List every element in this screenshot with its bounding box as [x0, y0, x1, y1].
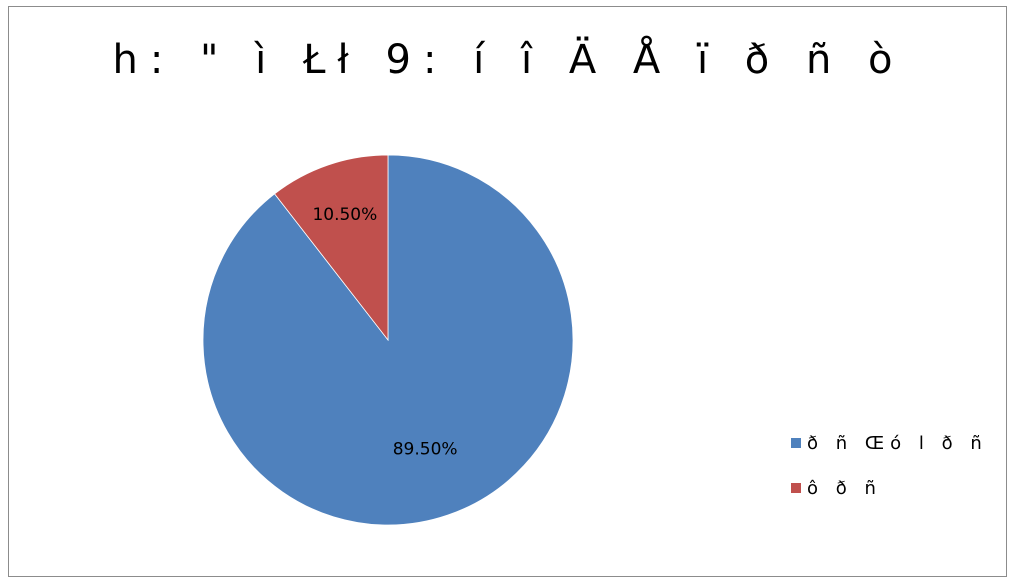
- chart-frame: h: " ì Łł 9: í î Ä Å ï ð ñ ò 89.50% 10.50…: [8, 6, 1007, 577]
- chart-title: h: " ì Łł 9: í î Ä Å ï ð ñ ò: [112, 37, 905, 83]
- pie-slice-1: [202, 154, 574, 526]
- legend-swatch-series-1: [791, 438, 801, 448]
- legend-label-series-2: ô ð ñ: [807, 477, 882, 499]
- legend-label-series-1: ð ñ Œó l ð ñ: [807, 432, 988, 454]
- legend: ð ñ Œó l ð ñ ô ð ñ: [791, 432, 988, 522]
- legend-item-series-1: ð ñ Œó l ð ñ: [791, 432, 988, 454]
- pie-chart: 89.50% 10.50%: [202, 154, 574, 526]
- pie-slice-2: [274, 154, 389, 342]
- legend-swatch-series-2: [791, 483, 801, 493]
- data-label-2: 10.50%: [312, 205, 377, 225]
- data-label-1: 89.50%: [393, 440, 458, 460]
- legend-item-series-2: ô ð ñ: [791, 477, 988, 499]
